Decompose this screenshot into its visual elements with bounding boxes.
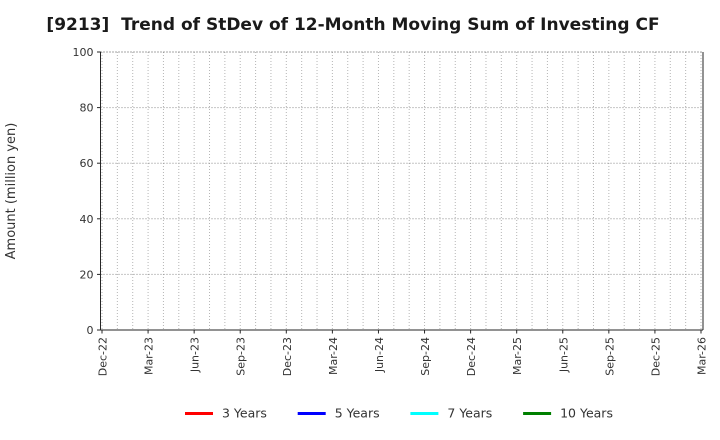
legend-label: 5 Years	[335, 406, 380, 421]
legend-label: 7 Years	[447, 406, 492, 421]
legend-label: 3 Years	[222, 406, 267, 421]
y-tick-label: 80	[80, 102, 94, 115]
x-tick-label: Mar-26	[696, 337, 709, 375]
x-tick-label: Dec-24	[465, 337, 478, 376]
chart-title: [9213] Trend of StDev of 12-Month Moving…	[46, 15, 660, 35]
x-tick-label: Jun-23	[189, 337, 202, 373]
y-tick-label: 60	[80, 157, 94, 170]
x-tick-label: Sep-24	[419, 337, 432, 376]
y-tick-label: 20	[80, 268, 94, 281]
x-tick-label: Dec-22	[97, 337, 110, 376]
y-tick-label: 40	[80, 213, 94, 226]
legend-label: 10 Years	[560, 406, 613, 421]
y-axis-title: Amount (million yen)	[4, 123, 19, 260]
legend: 3 Years 5 Years 7 Years 10 Years	[185, 406, 613, 421]
x-tick-label: Dec-23	[281, 337, 294, 376]
x-tick-label: Mar-23	[143, 337, 156, 375]
y-tick-label: 0	[87, 324, 94, 337]
x-tick-label: Mar-25	[511, 337, 524, 375]
y-tick-label: 100	[73, 46, 94, 59]
grid-layer	[100, 52, 703, 330]
x-tick-label: Jun-25	[557, 337, 570, 373]
axis-layer: 0 20 40 60 80 100 Dec-22 Mar-23 Jun-23 Sep-23 Dec-…	[73, 46, 709, 376]
x-tick-label: Mar-24	[327, 337, 340, 375]
x-tick-label: Dec-25	[649, 337, 662, 376]
x-tick-label: Sep-23	[235, 337, 248, 376]
x-tick-label: Sep-25	[603, 337, 616, 376]
x-tick-label: Jun-24	[373, 337, 386, 373]
